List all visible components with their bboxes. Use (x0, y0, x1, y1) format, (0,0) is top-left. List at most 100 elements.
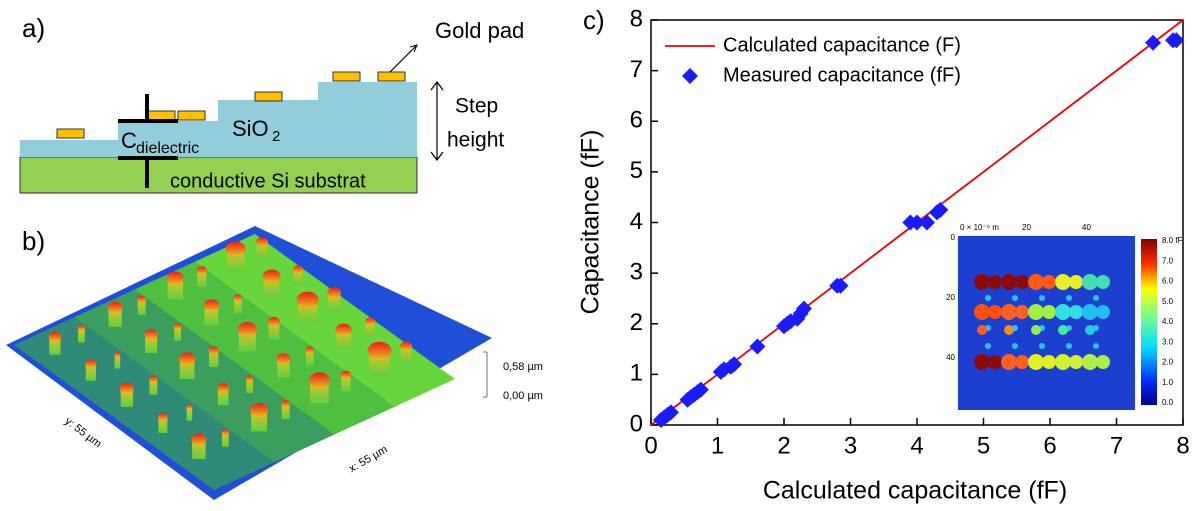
oxide-sub: 2 (272, 128, 280, 145)
bump-stem (246, 378, 253, 393)
substrate-label: conductive Si substrat (170, 170, 366, 192)
y-tick-label: 0 (630, 410, 643, 437)
inset-dot (1028, 354, 1044, 370)
data-point (1145, 34, 1162, 51)
inset-dot (1001, 354, 1017, 370)
bump-stem (197, 270, 207, 287)
inset-dot (988, 275, 1002, 289)
colorbar-label: 6.0 (1162, 277, 1174, 286)
data-point (795, 300, 812, 317)
y-tick-label: 2 (630, 309, 643, 336)
inset-dot (974, 304, 990, 320)
bump-stem (208, 350, 219, 367)
capacitor-label: C (121, 128, 137, 153)
data-point (726, 356, 743, 373)
inset-dot (1082, 304, 1098, 320)
inset-dot (1082, 354, 1098, 370)
inset-dot (1039, 295, 1045, 301)
inset-dot (1096, 305, 1110, 319)
x-tick-label: 2 (777, 432, 790, 459)
bump-top (340, 370, 352, 379)
bump-top (262, 269, 281, 283)
capacitor-symbol (118, 94, 178, 188)
inset-dot (1015, 305, 1029, 319)
inset-dot (985, 343, 991, 349)
inset-dot (1015, 275, 1029, 289)
inset-dot (1055, 304, 1071, 320)
bump-stem (281, 403, 290, 420)
inset-dot (1093, 295, 1099, 301)
surface-band (74, 289, 335, 463)
bump-top (178, 352, 196, 365)
bump-top (114, 352, 121, 357)
bump-top (367, 341, 392, 360)
panel-label: a) (22, 13, 45, 43)
bump-top (365, 317, 376, 325)
bump-stem (217, 387, 229, 406)
panel-b: b) 0,58 µm 0,00 µm y: 55 µm x: 55 µm (6, 226, 543, 500)
colorbar-label: 7.0 (1162, 256, 1174, 265)
data-point (832, 277, 849, 294)
bump-top (233, 294, 243, 301)
panel-label: b) (22, 226, 45, 256)
inset-dot (974, 354, 990, 370)
step-label: height (447, 129, 504, 152)
y-tick-label: 5 (630, 157, 643, 184)
bump-top (296, 291, 319, 309)
bump-top (107, 301, 123, 314)
bump-top (196, 266, 208, 275)
y-axis-title: Capacitance (fF) (577, 130, 605, 315)
z-tick-label: 0,00 µm (503, 390, 543, 402)
bump-top (267, 316, 281, 327)
inset-map (958, 236, 1135, 410)
inset-dot (1042, 305, 1056, 319)
x-axis-label: x: 55 µm (347, 444, 390, 476)
x-tick-label: 8 (1176, 432, 1189, 459)
y-tick-label: 8 (630, 5, 643, 32)
bump-stem (158, 416, 168, 433)
gold-pad-label: Gold pad (435, 18, 524, 43)
bump-top (144, 329, 158, 340)
colorbar-label: 0.0 (1162, 398, 1174, 407)
bump-top (85, 359, 97, 368)
bump-stem (268, 321, 280, 340)
inset-dot (1069, 305, 1083, 319)
inset-dot (1012, 343, 1018, 349)
inset-dot (1004, 325, 1014, 335)
bump-top (137, 295, 147, 303)
bump-top (256, 237, 269, 247)
panel-a: a) Gold pad Step height C dielectric SiO… (19, 13, 524, 194)
bump-stem (145, 334, 158, 353)
bump-stem (186, 406, 193, 421)
inset-x-tick: 20 (1022, 223, 1031, 232)
y-tick-label: 7 (630, 56, 643, 83)
colorbar-label: 1.0 (1162, 378, 1174, 387)
capacitor-sub: dielectric (136, 140, 199, 157)
pad-pointer (389, 45, 417, 73)
x-tick-label: 6 (1043, 432, 1056, 459)
bump-top (250, 403, 269, 417)
y-tick-label: 6 (630, 107, 643, 134)
bump-top (119, 382, 134, 394)
panel-c: c) Calculated capacitance (fF) Capacitan… (577, 5, 1190, 505)
x-tick-label: 3 (844, 432, 857, 459)
surface-band (134, 261, 395, 435)
inset-dot (1042, 355, 1056, 369)
bump-stem (306, 349, 314, 366)
bump-top (173, 323, 182, 329)
data-point (918, 214, 935, 231)
inset-dot (1028, 304, 1044, 320)
data-point (749, 338, 766, 355)
inset-x-tick: 40 (1082, 223, 1091, 232)
bump-top (276, 353, 291, 364)
bump-top (208, 346, 219, 355)
bump-top (166, 271, 185, 285)
inset-dot (1058, 325, 1068, 335)
y-axis-label: y: 55 µm (62, 415, 103, 450)
inset-dot (1015, 355, 1029, 369)
pointer-head (409, 44, 418, 53)
inset-dot (1069, 355, 1083, 369)
bump-stem (149, 379, 158, 395)
x-tick-label: 4 (910, 432, 923, 459)
